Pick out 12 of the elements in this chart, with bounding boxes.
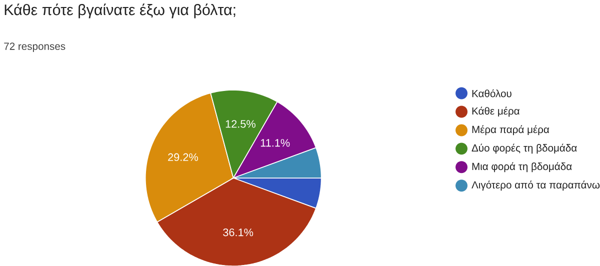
legend-label: Κάθε μέρα — [472, 106, 520, 116]
data-label: 29.2% — [168, 153, 198, 161]
data-label: 36.1% — [223, 228, 254, 236]
legend-label: Καθόλου — [472, 89, 512, 97]
text: 72 responses — [4, 42, 66, 52]
legend-label: Μέρα παρά μέρα — [472, 125, 550, 135]
legend-label: Δύο φορές τη βδομάδα — [472, 144, 577, 154]
legend-label: Μια φορά τη βδομάδα — [472, 162, 572, 172]
legend-label: Λιγότερο από τα παραπάνω — [472, 180, 600, 190]
chart-title: Κάθε πότε βγαίνατε έξω για βόλτα; — [4, 3, 236, 18]
data-label: 12.5% — [226, 120, 256, 128]
data-label: 11.1% — [260, 138, 290, 146]
